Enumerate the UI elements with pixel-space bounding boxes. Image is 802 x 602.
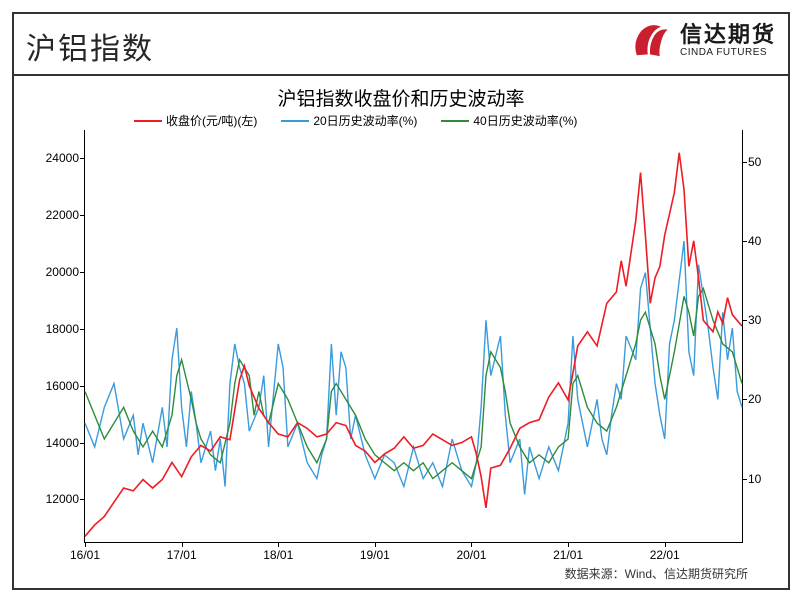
data-source: 数据来源：Wind、信达期货研究所: [565, 565, 748, 582]
legend-label: 40日历史波动率(%): [473, 112, 577, 129]
x-tick-label: 16/01: [70, 548, 100, 562]
chart-area: 沪铝指数收盘价和历史波动率 收盘价(元/吨)(左) 20日历史波动率(%) 40…: [14, 74, 788, 588]
y-right-tick-label: 40: [748, 235, 761, 247]
y-left-tick-label: 22000: [46, 209, 79, 221]
chart-title: 沪铝指数收盘价和历史波动率: [14, 84, 788, 111]
logo-icon: [628, 20, 672, 64]
y-right-tick-label: 50: [748, 156, 761, 168]
header: 沪铝指数 信达期货 CINDA FUTURES: [14, 14, 788, 76]
x-tick-label: 17/01: [167, 548, 197, 562]
page-frame: 沪铝指数 信达期货 CINDA FUTURES 沪铝指数收盘价和历史波动率 收盘…: [12, 12, 790, 590]
legend-swatch: [441, 120, 469, 122]
x-tick-label: 22/01: [650, 548, 680, 562]
brand-text: 信达期货 CINDA FUTURES: [680, 24, 776, 60]
y-left-tick-label: 16000: [46, 380, 79, 392]
legend-label: 20日历史波动率(%): [313, 112, 417, 129]
y-left-tick-label: 12000: [46, 493, 79, 505]
plot-area: 1200014000160001800020000220002400010203…: [84, 130, 743, 543]
x-tick-label: 21/01: [553, 548, 583, 562]
brand-name-cn: 信达期货: [680, 24, 776, 46]
legend-item-vol40: 40日历史波动率(%): [441, 112, 577, 129]
brand-logo: 信达期货 CINDA FUTURES: [628, 20, 776, 64]
x-tick-label: 19/01: [360, 548, 390, 562]
y-right-tick-label: 20: [748, 393, 761, 405]
legend: 收盘价(元/吨)(左) 20日历史波动率(%) 40日历史波动率(%): [134, 112, 728, 129]
y-left-tick-label: 18000: [46, 323, 79, 335]
y-right-tick-label: 10: [748, 473, 761, 485]
legend-swatch: [134, 120, 162, 122]
y-left-tick-label: 14000: [46, 437, 79, 449]
y-right-tick-label: 30: [748, 314, 761, 326]
legend-label: 收盘价(元/吨)(左): [166, 112, 257, 129]
legend-swatch: [281, 120, 309, 122]
brand-name-en: CINDA FUTURES: [680, 46, 776, 60]
x-tick-label: 18/01: [263, 548, 293, 562]
legend-item-vol20: 20日历史波动率(%): [281, 112, 417, 129]
y-left-tick-label: 24000: [46, 152, 79, 164]
chart-lines: [85, 130, 742, 542]
legend-item-close: 收盘价(元/吨)(左): [134, 112, 257, 129]
x-tick-label: 20/01: [456, 548, 486, 562]
page-title: 沪铝指数: [26, 24, 154, 68]
y-left-tick-label: 20000: [46, 266, 79, 278]
